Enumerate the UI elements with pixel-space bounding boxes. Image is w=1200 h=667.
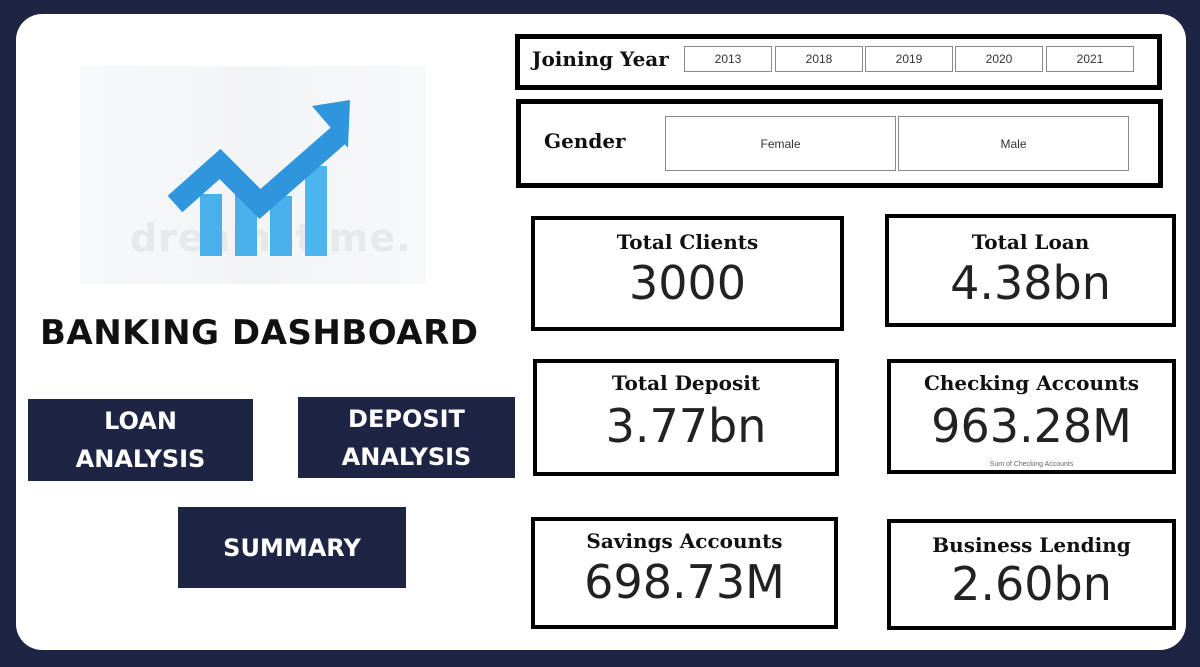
joining-year-title: Joining Year — [532, 47, 669, 71]
year-option-2020[interactable]: 2020 — [955, 46, 1043, 72]
total-deposit-card: Total Deposit 3.77bn — [533, 359, 839, 476]
chart-trend-line — [167, 125, 348, 220]
total-clients-card: Total Clients 3000 — [531, 216, 844, 331]
summary-label: SUMMARY — [223, 533, 361, 562]
total-loan-value: 4.38bn — [950, 256, 1111, 310]
checking-accounts-sub: Sum of Checking Accounts — [989, 461, 1074, 468]
gender-option-male[interactable]: Male — [898, 116, 1129, 171]
year-option-2021[interactable]: 2021 — [1046, 46, 1134, 72]
total-deposit-label: Total Deposit — [611, 371, 761, 395]
year-option-2018[interactable]: 2018 — [775, 46, 863, 72]
total-clients-label: Total Clients — [616, 230, 759, 254]
logo-image: dreamstime. — [80, 66, 426, 284]
deposit-analysis-button[interactable]: DEPOSIT ANALYSIS — [298, 397, 515, 478]
total-clients-value: 3000 — [628, 256, 747, 310]
total-loan-label: Total Loan — [971, 230, 1090, 254]
business-lending-value: 2.60bn — [951, 557, 1112, 611]
gender-title: Gender — [544, 129, 626, 153]
gender-option-female[interactable]: Female — [665, 116, 896, 171]
savings-accounts-card: Savings Accounts 698.73M — [531, 517, 838, 629]
checking-accounts-label: Checking Accounts — [923, 371, 1140, 395]
total-loan-card: Total Loan 4.38bn — [885, 214, 1176, 327]
savings-accounts-label: Savings Accounts — [586, 529, 783, 553]
chart-bar-3 — [270, 196, 292, 256]
total-deposit-value: 3.77bn — [605, 399, 767, 453]
loan-analysis-button[interactable]: LOAN ANALYSIS — [28, 399, 253, 481]
growth-chart-icon — [167, 100, 350, 256]
business-lending-label: Business Lending — [932, 533, 1131, 557]
deposit-analysis-label: DEPOSIT ANALYSIS — [341, 404, 472, 471]
year-option-2019[interactable]: 2019 — [865, 46, 953, 72]
business-lending-card: Business Lending 2.60bn — [887, 519, 1176, 630]
savings-accounts-value: 698.73M — [584, 555, 785, 609]
chart-bar-4 — [305, 166, 327, 256]
chart-bar-1 — [200, 194, 222, 256]
checking-accounts-card: Checking Accounts 963.28M Sum of Checkin… — [887, 359, 1176, 474]
chart-arrow-head — [312, 100, 350, 148]
loan-analysis-label: LOAN ANALYSIS — [75, 407, 206, 473]
page-title: BANKING DASHBOARD — [40, 313, 479, 353]
summary-button[interactable]: SUMMARY — [178, 507, 406, 588]
year-option-2013[interactable]: 2013 — [684, 46, 772, 72]
checking-accounts-value: 963.28M — [931, 399, 1132, 453]
